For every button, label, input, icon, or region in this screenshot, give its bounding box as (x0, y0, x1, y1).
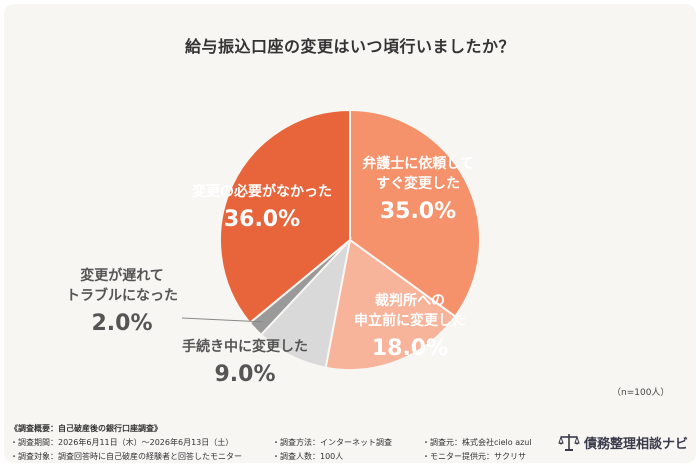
pie-slice-1 (349, 108, 481, 318)
survey-organizer: ・調査元：株式会社cielo azul (422, 438, 532, 447)
survey-count: ・調査人数：100人 (272, 452, 344, 461)
slice-category-label: 変更の必要がなかった (192, 183, 332, 200)
slice-value-label: 35.0% (380, 199, 456, 224)
pie-slice-5 (219, 108, 351, 325)
slice-category-label: 変更が遅れて (80, 267, 164, 284)
survey-heading: 《調査概要：自己破産後の銀行口座調査》 (10, 424, 162, 433)
slice-label-3: 手続き中に変更した 9.0% (182, 338, 308, 387)
chart-title: 給与振込口座の変更はいつ頃行いましたか？ (184, 37, 515, 56)
slice-category-label: 弁護士に依頼して (362, 155, 474, 172)
slice-label-5: 変更の必要がなかった 36.0% (192, 183, 332, 232)
slice-category-label: 申立前に変更した (354, 312, 466, 329)
brand-logo: 債務整理相談ナビ (558, 432, 688, 452)
pie-slice-2 (324, 238, 457, 371)
survey-period: ・調査期間：2026年6月11日（木）～2026年6月13日（土） (10, 438, 234, 447)
slice-value-label: 2.0% (91, 311, 152, 336)
survey-summary: 《調査概要：自己破産後の銀行口座調査》 ・調査期間：2026年6月11日（木）～… (10, 422, 550, 464)
slice-category-label: トラブルになった (66, 287, 178, 304)
slice-category-label: すぐ変更した (376, 175, 460, 192)
brand-name: 債務整理相談ナビ (584, 436, 689, 452)
slice-value-label: 36.0% (224, 207, 300, 232)
slice-value-label: 18.0% (372, 336, 448, 361)
survey-method: ・調査方法：インターネット調査 (272, 438, 392, 447)
slice-category-label: 裁判所への (375, 292, 445, 309)
slice-value-label: 9.0% (214, 362, 275, 387)
sample-size-note: （n=100人） (612, 388, 670, 398)
slice-category-label: 手続き中に変更した (182, 338, 308, 355)
survey-provider: ・モニター提供元：サクリサ (422, 452, 526, 461)
scales-icon (558, 434, 580, 451)
survey-target: ・調査対象：調査回答時に自己破産の経験者と回答したモニター (10, 452, 242, 461)
leader-line (181, 317, 263, 323)
